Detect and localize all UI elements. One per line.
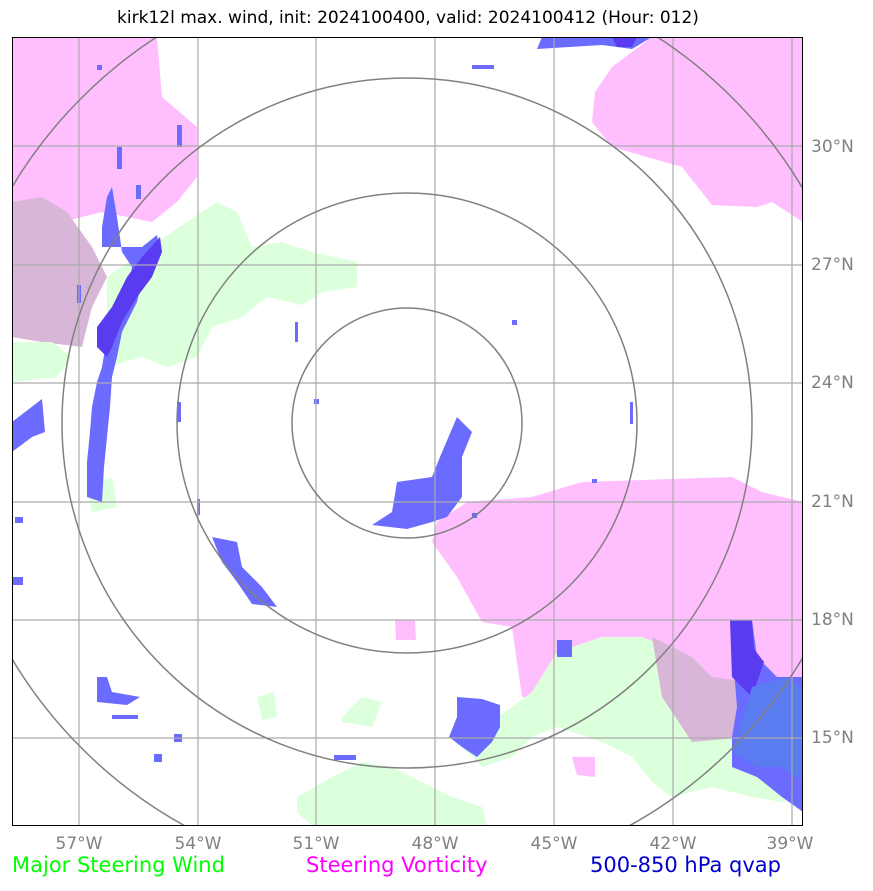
legend-steering-vorticity: Steering Vorticity: [306, 853, 488, 877]
qvap-southwest-blob: [97, 677, 140, 705]
qvap-patch-east: [557, 640, 572, 657]
qvap-top-dark: [612, 37, 637, 47]
lon-tick-label: 39°W: [766, 834, 814, 854]
wind-patch-small: [342, 697, 382, 727]
map-plot-area: [12, 37, 803, 826]
qvap-dot: [12, 577, 23, 585]
qvap-dot: [630, 402, 633, 424]
lon-tick-label: 51°W: [292, 834, 340, 854]
qvap-dot: [177, 402, 181, 422]
map-border: [12, 37, 803, 826]
major-steering-wind-layer: [12, 202, 803, 826]
qvap-dot: [117, 147, 122, 169]
qvap-band-west-dark: [97, 237, 162, 357]
qvap-dot: [112, 715, 138, 719]
lat-tick-label: 15°N: [811, 728, 854, 748]
vorticity-overlap-west: [12, 197, 107, 347]
qvap-dot: [136, 185, 141, 199]
qvap-dot: [177, 125, 182, 147]
qvap-dot: [15, 517, 23, 523]
wind-region-southeast: [462, 637, 803, 802]
wind-region-northwest: [107, 202, 357, 367]
vorticity-patch-small: [395, 620, 416, 640]
qvap-dot: [512, 320, 517, 325]
lon-tick-label: 45°W: [530, 834, 578, 854]
qvap-layer: [12, 37, 803, 812]
map-title: kirk12l max. wind, init: 2024100400, val…: [117, 8, 699, 28]
lat-tick-label: 21°N: [811, 492, 854, 512]
qvap-dot: [97, 65, 102, 70]
lat-tick-label: 18°N: [811, 610, 854, 630]
vorticity-region-northeast: [592, 37, 803, 222]
range-ring: [61, 77, 753, 769]
range-rings: [12, 37, 803, 826]
qvap-dot: [295, 322, 298, 342]
vorticity-region-northwest: [12, 37, 197, 222]
lat-tick-label: 24°N: [811, 373, 854, 393]
legend-major-steering-wind: Major Steering Wind: [12, 853, 225, 877]
qvap-central-cluster: [372, 417, 472, 529]
lat-tick-label: 30°N: [811, 137, 854, 157]
qvap-southeast-dark: [730, 620, 764, 697]
wind-region-south: [297, 762, 487, 826]
qvap-southwest-streak: [212, 537, 277, 607]
lon-tick-label: 54°W: [174, 834, 222, 854]
vorticity-patch-south: [572, 757, 595, 777]
qvap-dot: [592, 479, 597, 483]
lat-tick-label: 27°N: [811, 255, 854, 275]
qvap-southeast-mid: [732, 677, 803, 782]
qvap-dot: [334, 755, 356, 760]
map-canvas: [12, 37, 803, 826]
wind-patch-tiny: [257, 692, 277, 720]
range-ring: [176, 192, 638, 654]
lon-tick-label: 42°W: [649, 834, 697, 854]
lon-tick-label: 57°W: [55, 834, 103, 854]
legend-qvap: 500-850 hPa qvap: [590, 853, 781, 877]
wind-overlap-southeast: [652, 637, 757, 742]
wind-region-west-edge: [12, 342, 72, 382]
lat-lon-grid: [12, 37, 803, 826]
range-ring: [291, 307, 523, 539]
qvap-dot: [154, 754, 162, 762]
qvap-south-cluster: [449, 697, 500, 757]
lon-tick-label: 48°W: [411, 834, 459, 854]
qvap-dot: [472, 65, 494, 69]
qvap-strip-west-edge: [12, 399, 45, 452]
